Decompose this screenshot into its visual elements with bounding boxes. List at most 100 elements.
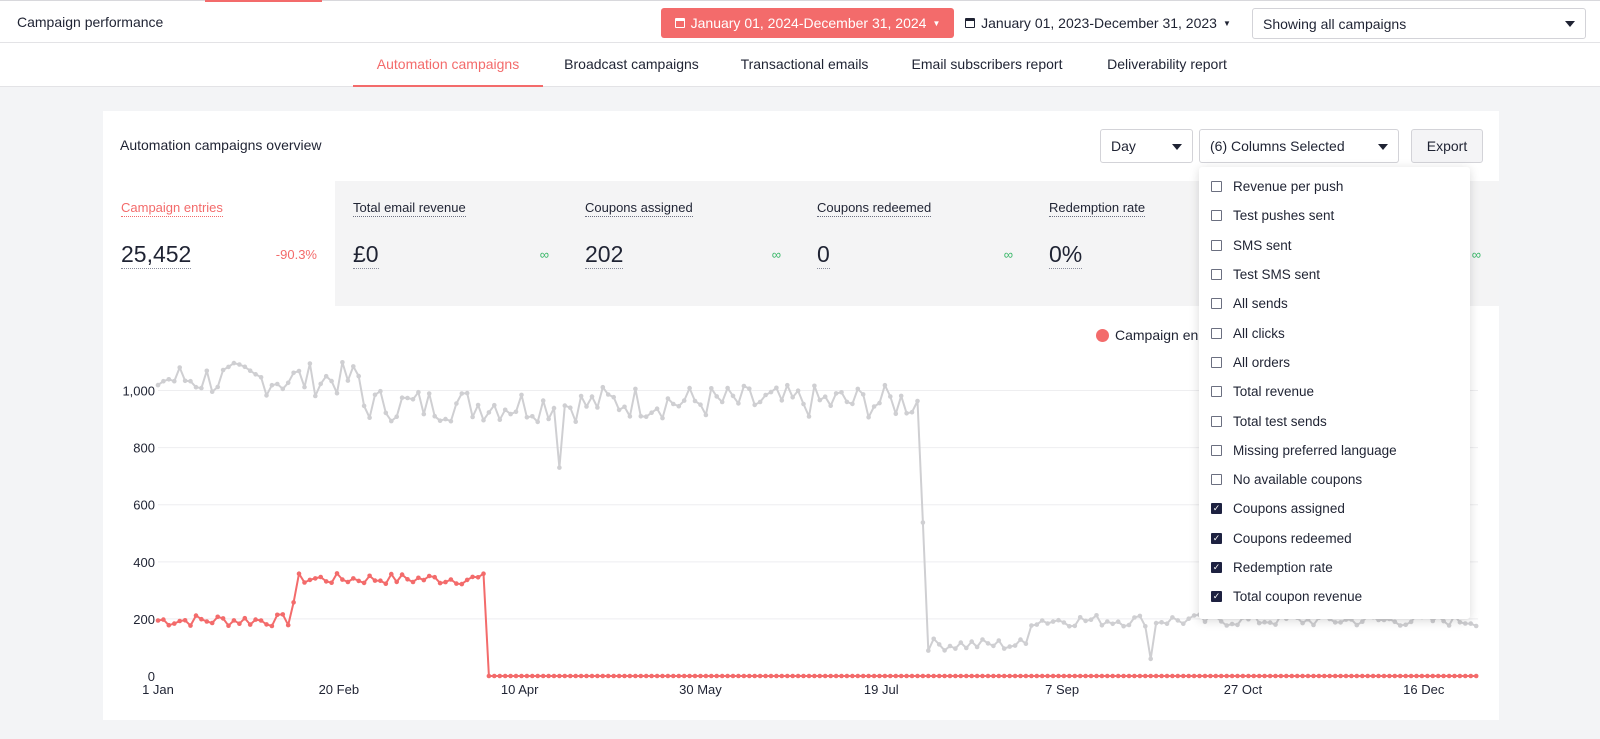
checkbox-icon[interactable] [1211,415,1222,427]
data-point [828,403,833,409]
data-point [698,402,703,408]
tab-automation-campaigns[interactable]: Automation campaigns [353,43,543,87]
checkbox-icon[interactable] [1211,444,1222,456]
granularity-select[interactable]: Day [1100,129,1193,163]
column-option[interactable]: No available coupons [1199,465,1470,494]
data-point [454,581,459,586]
data-point [280,386,286,392]
data-point [1148,656,1153,662]
checkbox-icon[interactable] [1211,386,1222,398]
checkbox-icon[interactable] [1211,356,1222,368]
data-point [627,673,633,679]
data-point [936,642,942,647]
date-range-primary-button[interactable]: January 01, 2024-December 31, 2024 ▼ [661,8,954,38]
column-option[interactable]: ✓ Coupons assigned [1199,494,1470,523]
data-point [1208,673,1213,679]
data-point [1229,621,1235,627]
data-point [1132,673,1137,679]
export-button[interactable]: Export [1411,129,1483,163]
data-point [464,577,470,583]
data-point [1327,673,1332,679]
data-point [1023,641,1029,646]
data-point [866,415,871,420]
checkbox-checked-icon[interactable]: ✓ [1211,562,1222,573]
metric-campaign-entries[interactable]: Campaign entries 25,452 -90.3% [103,181,335,306]
data-point [817,673,823,679]
data-point [611,394,616,400]
data-point [584,673,589,679]
column-option[interactable]: Total revenue [1199,377,1470,406]
data-point [1256,673,1262,679]
chart-legend[interactable]: Campaign en [1096,327,1198,343]
checkbox-icon[interactable] [1211,239,1222,251]
data-point [220,616,226,621]
checkbox-checked-icon[interactable]: ✓ [1211,591,1222,603]
metric-total-email-revenue[interactable]: Total email revenue £0 ∞ [335,181,567,306]
checkbox-icon[interactable] [1211,210,1222,222]
checkbox-icon[interactable] [1211,327,1222,339]
checkbox-checked-icon[interactable]: ✓ [1211,532,1222,544]
data-point [1197,673,1202,679]
data-point [410,579,416,585]
y-tick-label: 400 [133,555,155,570]
data-point [888,673,893,679]
data-point [307,577,313,583]
metric-coupons-redeemed[interactable]: Coupons redeemed 0 ∞ [799,181,1031,306]
data-point [649,410,654,416]
checkbox-icon[interactable] [1211,269,1222,281]
data-point [1425,673,1430,679]
calendar-icon [674,18,685,28]
tab-email-subscribers-report[interactable]: Email subscribers report [911,56,1063,72]
column-option[interactable]: Test SMS sent [1199,260,1470,289]
campaign-filter-select[interactable]: Showing all campaigns [1252,8,1586,39]
data-point [1294,673,1300,679]
columns-select[interactable]: (6) Columns Selected [1199,129,1399,163]
data-point [1023,673,1029,679]
data-point [736,401,741,406]
y-tick-label: 800 [133,441,155,456]
data-point [980,673,985,679]
data-point [958,673,964,679]
column-option[interactable]: ✓ Coupons redeemed [1199,524,1470,553]
data-point [1349,673,1354,679]
checkbox-icon[interactable] [1211,181,1222,193]
checkbox-icon[interactable] [1211,298,1222,310]
data-point [1262,619,1267,625]
x-tick-label: 16 Dec [1403,682,1445,697]
metric-coupons-assigned[interactable]: Coupons assigned 202 ∞ [567,181,799,306]
column-option[interactable]: Test pushes sent [1199,201,1470,230]
data-point [920,520,926,525]
data-point [964,645,969,651]
tab-broadcast-campaigns[interactable]: Broadcast campaigns [564,56,699,72]
data-point [199,616,204,622]
column-option[interactable]: ✓ Redemption rate [1199,553,1470,582]
checkbox-icon[interactable] [1211,474,1222,486]
column-option[interactable]: All sends [1199,289,1470,318]
date-range-compare-button[interactable]: January 01, 2023-December 31, 2023 ▼ [962,8,1234,38]
column-option[interactable]: All clicks [1199,318,1470,347]
data-point [578,393,584,399]
chevron-down-icon [1172,144,1182,150]
columns-selected-value: (6) Columns Selected [1210,138,1345,154]
column-option[interactable]: Total test sends [1199,406,1470,435]
data-point [481,571,486,576]
column-option[interactable]: SMS sent [1199,231,1470,260]
data-point [291,600,296,605]
column-option[interactable]: ✓ Total coupon revenue [1199,582,1470,611]
tab-deliverability-report[interactable]: Deliverability report [1107,56,1227,72]
data-point [779,398,785,403]
data-point [1392,673,1398,679]
data-point [356,578,362,584]
data-point [421,411,427,417]
checkbox-checked-icon[interactable]: ✓ [1211,503,1222,515]
data-point [942,673,947,679]
tab-transactional-emails[interactable]: Transactional emails [740,56,869,72]
data-point [947,643,953,649]
data-point [546,416,551,422]
data-point [850,673,855,679]
column-option[interactable]: Missing preferred language [1199,436,1470,465]
data-point [741,383,747,389]
data-point [421,577,427,583]
column-option[interactable]: All orders [1199,348,1470,377]
column-option[interactable]: Revenue per push [1199,172,1470,201]
